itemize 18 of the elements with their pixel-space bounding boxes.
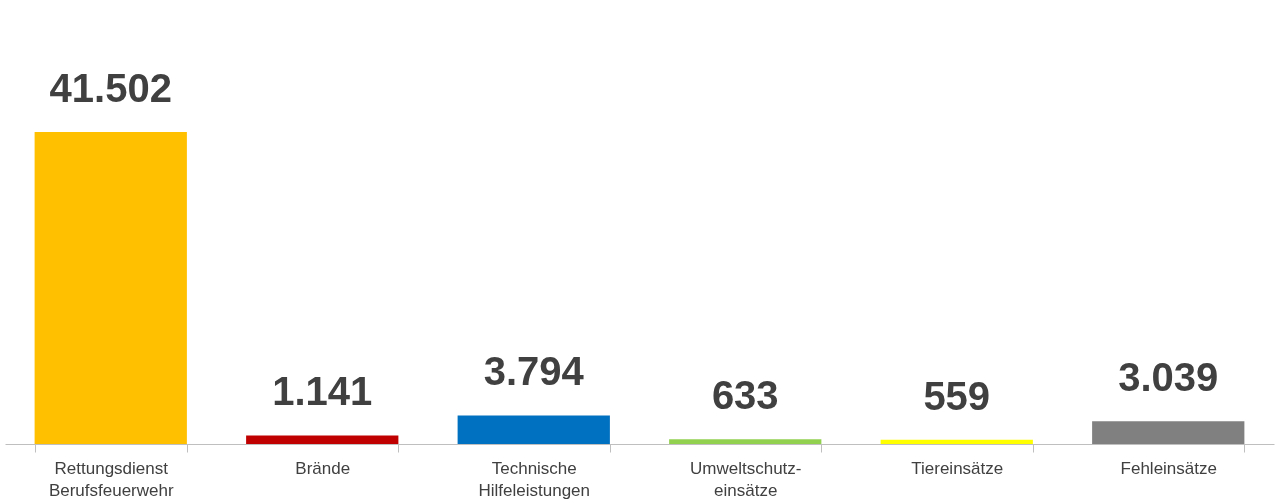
x-tick-label: Fehleinsätze (1120, 458, 1217, 478)
bar (457, 415, 610, 444)
bar (880, 439, 1033, 444)
data-label: 559 (923, 373, 991, 418)
x-tick-label: Umweltschutz- einsätze (690, 458, 802, 500)
x-tick-label: Rettungsdienst Berufsfeuerwehr (48, 458, 174, 500)
data-label: 3.039 (1118, 355, 1219, 400)
x-tick-label: Brände (295, 458, 351, 478)
data-label: 1.141 (272, 369, 373, 414)
x-tick-label: Tiereinsätze (911, 458, 1004, 478)
bar (34, 132, 187, 444)
data-label: 3.794 (483, 349, 585, 394)
x-tick-label: Technische Hilfeleistungen (478, 458, 591, 500)
bar (1092, 421, 1245, 444)
data-label: 633 (711, 373, 779, 418)
bar (246, 435, 399, 444)
bar (669, 439, 822, 444)
data-label: 41.502 (49, 66, 172, 110)
